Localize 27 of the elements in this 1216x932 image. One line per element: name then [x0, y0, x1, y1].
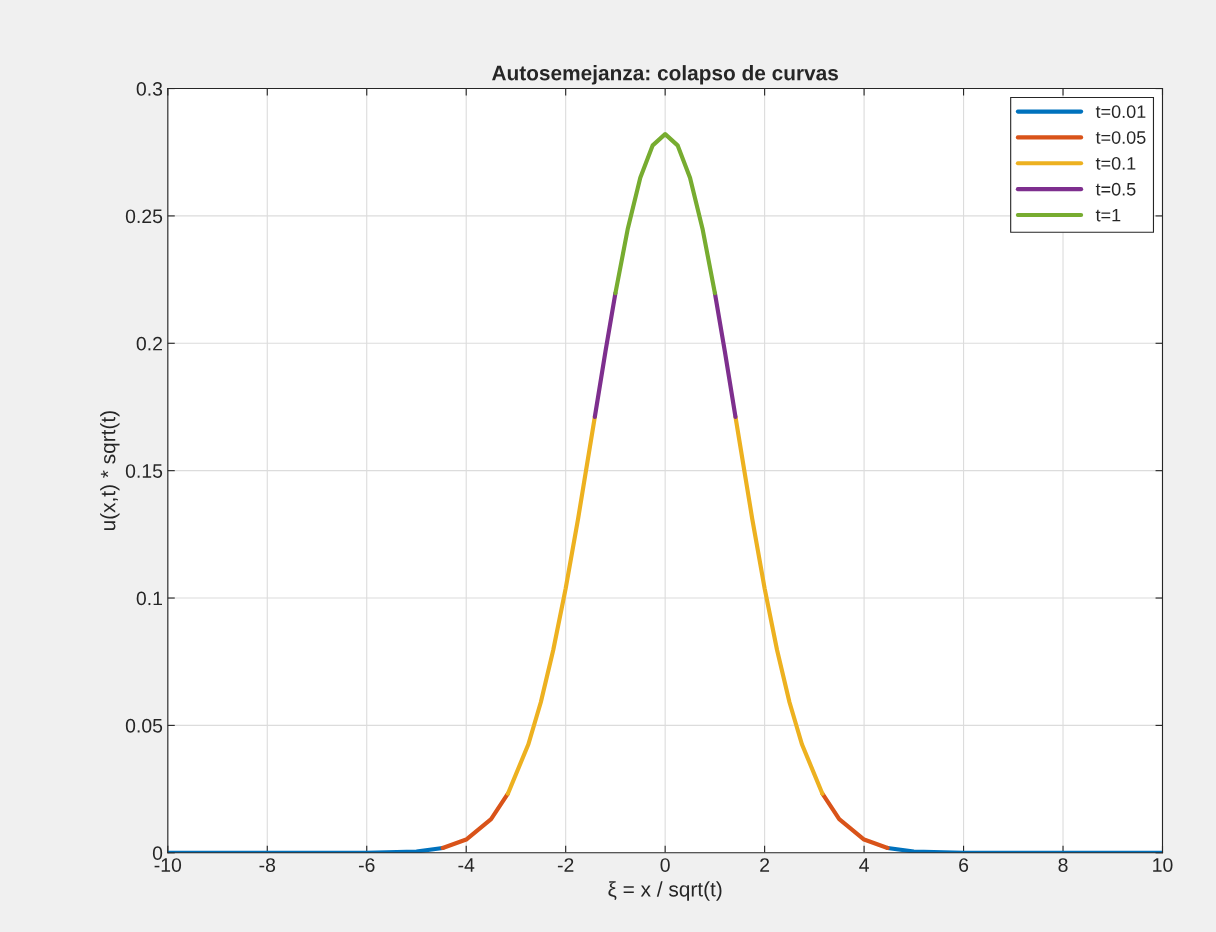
- x-tick-label: -2: [557, 858, 574, 872]
- x-axis-title: ξ = x / sqrt(t): [608, 881, 722, 901]
- x-tick-label: 2: [760, 858, 770, 872]
- y-tick-label: 0.2: [136, 336, 162, 351]
- line-series: [613, 132, 717, 296]
- legend-label: t=0.5: [1095, 182, 1136, 196]
- y-tick-label: 0.1: [136, 591, 162, 606]
- x-tick-label: 10: [1153, 858, 1173, 872]
- legend-label: t=0.05: [1095, 131, 1146, 144]
- legend-label: t=1: [1095, 208, 1121, 222]
- legend-label: t=0.01: [1095, 105, 1146, 119]
- chart-title: Autosemejanza: colapso de curvas: [492, 65, 838, 85]
- y-tick-label: 0.3: [136, 82, 163, 96]
- x-tick-label: 4: [859, 858, 869, 872]
- x-tick-label: -6: [358, 858, 375, 872]
- x-tick-label: -4: [458, 858, 475, 872]
- x-tick-label: -10: [154, 858, 182, 872]
- y-tick-label: 0.05: [125, 718, 163, 733]
- y-axis-title: u(x,t) * sqrt(t): [100, 411, 120, 531]
- x-tick-label: 0: [660, 858, 670, 872]
- legend-label: t=0.1: [1095, 156, 1136, 170]
- y-tick-label: 0.15: [125, 464, 163, 478]
- x-tick-label: -8: [259, 858, 276, 872]
- y-tick-label: 0: [152, 846, 163, 861]
- x-tick-label: 8: [1058, 858, 1068, 872]
- x-tick-label: 6: [959, 858, 969, 872]
- y-tick-label: 0.25: [125, 209, 163, 224]
